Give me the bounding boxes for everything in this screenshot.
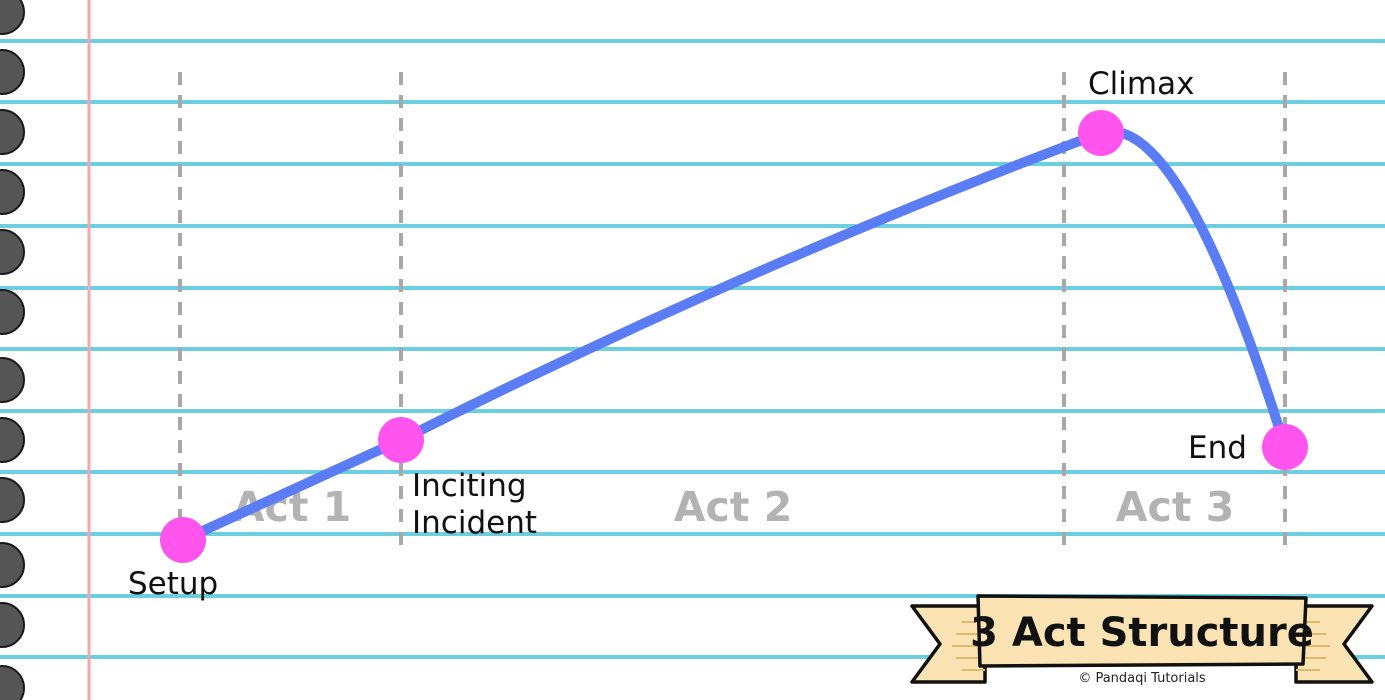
inciting-label-line1: Inciting xyxy=(412,468,527,504)
binder-hole xyxy=(0,289,25,335)
end-point xyxy=(1262,424,1308,470)
binder-holes xyxy=(0,0,25,700)
setup-point xyxy=(160,517,206,563)
binder-hole xyxy=(0,417,25,463)
binder-hole xyxy=(0,477,25,523)
binder-hole xyxy=(0,49,25,95)
binder-hole xyxy=(0,602,25,648)
title-banner: 3 Act Structure © Pandaqi Tutorials xyxy=(910,594,1374,686)
climax-label: Climax xyxy=(1088,66,1194,102)
inciting-label-line2: Incident xyxy=(412,505,537,541)
ruled-lines xyxy=(0,39,1385,659)
binder-hole xyxy=(0,109,25,155)
binder-hole xyxy=(0,169,25,215)
binder-hole xyxy=(0,357,25,403)
act2-label: Act 2 xyxy=(674,483,792,531)
act3-label: Act 3 xyxy=(1116,483,1234,531)
end-label: End xyxy=(1188,430,1247,466)
banner-body xyxy=(976,594,1308,668)
banner-title: 3 Act Structure xyxy=(970,610,1314,656)
banner-left-tail xyxy=(910,604,987,684)
binder-hole xyxy=(0,542,25,588)
setup-label: Setup xyxy=(128,566,218,602)
binder-hole xyxy=(0,0,25,35)
binder-hole xyxy=(0,665,25,700)
banner-credit: © Pandaqi Tutorials xyxy=(1078,671,1206,686)
binder-hole xyxy=(0,229,25,275)
inciting-incident-point xyxy=(378,417,424,463)
climax-point xyxy=(1078,110,1124,156)
story-arc-curve xyxy=(178,126,1290,545)
